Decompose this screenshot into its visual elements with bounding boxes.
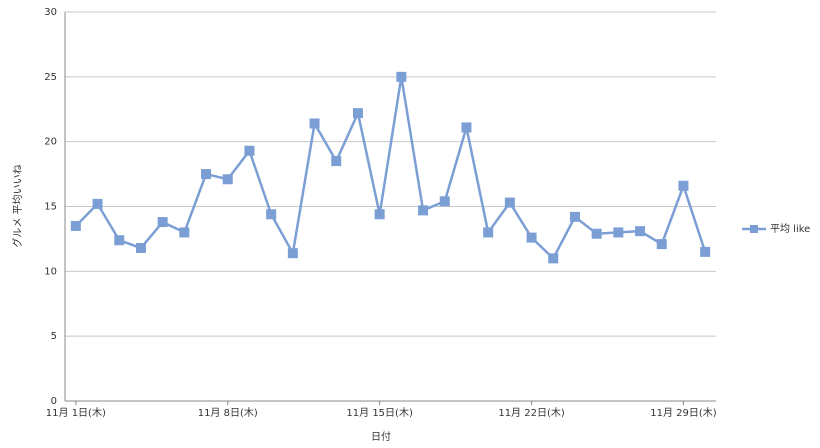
point <box>222 174 233 185</box>
point <box>114 235 125 246</box>
point <box>135 242 146 253</box>
point <box>92 198 103 209</box>
x-tick-label: 11月 22日(木) <box>498 407 565 419</box>
y-tick-label: 0 <box>51 396 57 407</box>
legend-marker <box>750 225 758 233</box>
point <box>635 226 646 237</box>
x-tick-label: 11月 15日(木) <box>346 407 413 419</box>
legend-label: 平均 like <box>770 223 810 235</box>
point <box>352 108 363 119</box>
y-tick-label: 15 <box>44 202 57 213</box>
point <box>418 205 429 216</box>
x-axis-label: 日付 <box>371 430 391 443</box>
y-tick-label: 10 <box>44 266 57 277</box>
y-tick-label: 25 <box>44 72 57 83</box>
point <box>70 220 81 231</box>
point <box>374 209 385 220</box>
x-tick-label: 11月 1日(木) <box>46 407 106 419</box>
y-axis-label: グルメ 平均いいね <box>11 164 24 247</box>
point <box>613 227 624 238</box>
point <box>569 211 580 222</box>
point <box>504 197 515 208</box>
point <box>201 169 212 180</box>
point <box>309 118 320 129</box>
point <box>656 239 667 250</box>
point <box>157 217 168 228</box>
point <box>678 180 689 191</box>
point <box>287 248 298 259</box>
series-line <box>74 76 707 261</box>
x-tick-label: 11月 8日(木) <box>198 407 258 419</box>
y-tick-label: 30 <box>44 7 57 18</box>
point <box>461 122 472 133</box>
point <box>591 228 602 239</box>
point <box>700 246 711 257</box>
point <box>526 232 537 243</box>
point <box>331 156 342 167</box>
point <box>244 145 255 156</box>
point <box>483 227 494 238</box>
x-tick-label: 11月 29日(木) <box>650 407 717 419</box>
point <box>439 196 450 207</box>
point <box>396 71 407 82</box>
point <box>548 253 559 264</box>
point <box>266 209 277 220</box>
point <box>179 227 190 238</box>
y-tick-label: 5 <box>51 331 57 342</box>
y-tick-label: 20 <box>44 137 57 148</box>
